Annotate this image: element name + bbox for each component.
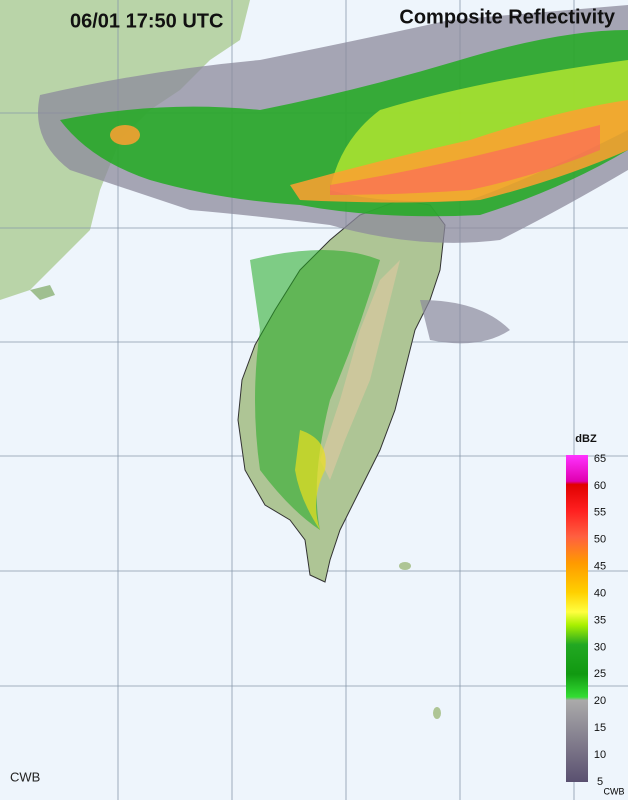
legend-label: 50 xyxy=(594,534,606,546)
echoes xyxy=(38,5,628,530)
color-bar xyxy=(566,455,588,782)
legend-label: 25 xyxy=(594,668,606,680)
legend-label: 35 xyxy=(594,614,606,626)
legend-label: 55 xyxy=(594,507,606,519)
legend-label: 15 xyxy=(594,722,606,734)
timestamp: 06/01 17:50 UTC xyxy=(70,10,223,32)
legend-label: 20 xyxy=(594,695,606,707)
island xyxy=(433,707,441,719)
legend-label: 40 xyxy=(594,587,606,599)
legend-label: 45 xyxy=(594,561,606,573)
legend-label: 65 xyxy=(594,453,606,465)
legend-label: 30 xyxy=(594,641,606,653)
legend-credit: CWB xyxy=(604,786,625,796)
legend-labels: 65 60 55 50 45 40 35 30 25 20 15 10 5 xyxy=(594,453,606,788)
island xyxy=(399,562,411,570)
legend-label: 60 xyxy=(594,480,606,492)
credit: CWB xyxy=(10,769,40,784)
legend-label: 5 xyxy=(597,776,603,788)
mountains xyxy=(320,260,400,480)
title: Composite Reflectivity xyxy=(399,6,615,28)
legend-label: 10 xyxy=(594,749,606,761)
island xyxy=(30,285,55,300)
legend-unit: dBZ xyxy=(575,433,597,445)
